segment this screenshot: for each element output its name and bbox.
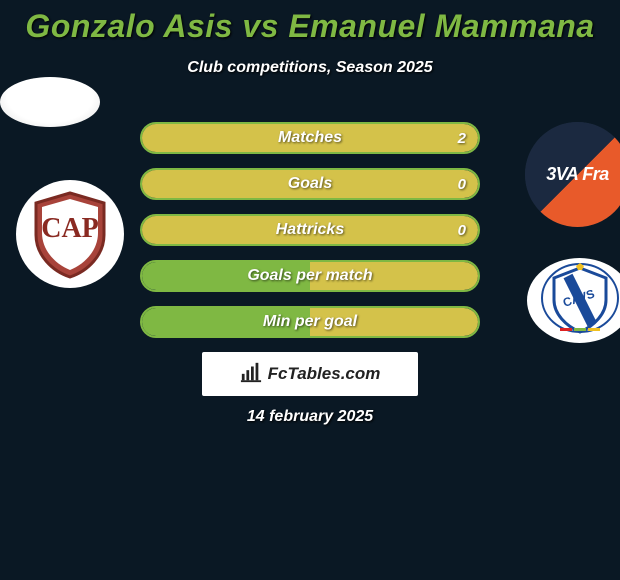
page-title: Gonzalo Asis vs Emanuel Mammana [0,0,620,45]
player2-avatar: 3VA Fra [525,122,620,227]
stat-label: Goals [142,170,478,198]
player1-club-logo: CAP [16,180,124,288]
stat-label: Matches [142,124,478,152]
player2-club-logo: CAVS [527,258,620,343]
stat-label: Hattricks [142,216,478,244]
bar-chart-icon [240,361,262,388]
stat-bar: Hattricks0 [140,214,480,246]
date-label: 14 february 2025 [0,408,620,426]
branding-box: FcTables.com [202,352,418,396]
stat-bar: Goals per match [140,260,480,292]
stat-value-right: 2 [458,124,466,152]
branding-label: FcTables.com [268,364,381,384]
stat-value-right: 0 [458,170,466,198]
stat-bar: Matches2 [140,122,480,154]
player1-avatar [0,77,100,127]
stat-label: Min per goal [142,308,478,336]
stat-bar: Min per goal [140,306,480,338]
subtitle: Club competitions, Season 2025 [0,59,620,77]
svg-text:CAP: CAP [41,213,99,244]
stats-list: Matches2Goals0Hattricks0Goals per matchM… [140,122,480,352]
stat-label: Goals per match [142,262,478,290]
stat-bar: Goals0 [140,168,480,200]
stat-value-right: 0 [458,216,466,244]
